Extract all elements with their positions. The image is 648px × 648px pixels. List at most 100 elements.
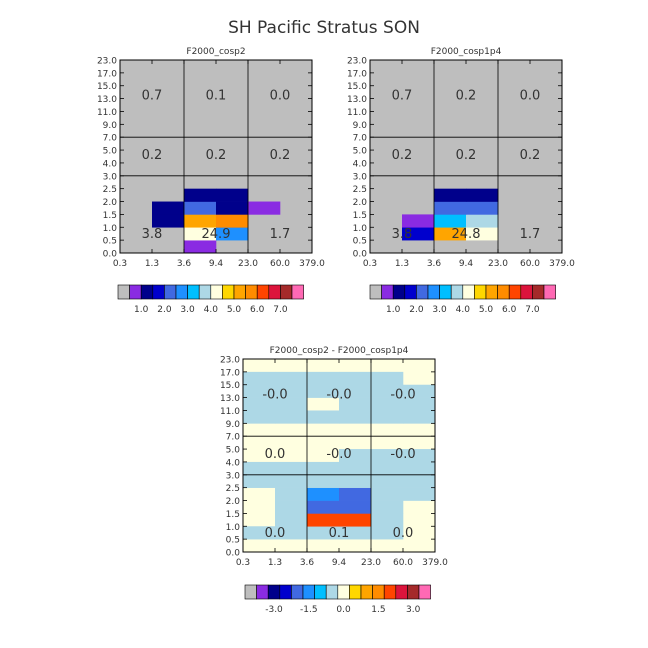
heatmap-cell — [275, 397, 308, 411]
colorbar-swatch — [392, 284, 406, 300]
colorbar-label: 1.0 — [134, 305, 149, 315]
colorbar-swatch — [372, 584, 385, 600]
colorbar-label: -3.0 — [265, 605, 283, 615]
heatmap-cell — [466, 227, 499, 241]
y-tick-label: 1.5 — [226, 510, 240, 520]
heatmap-cell — [466, 201, 499, 215]
colorbar-label: 3.0 — [406, 605, 421, 615]
heatmap-cell — [339, 526, 372, 540]
colorbar-swatch — [450, 284, 464, 300]
y-tick-label: 2.0 — [353, 198, 368, 208]
x-tick-label: 0.3 — [236, 558, 250, 568]
colorbar-swatch — [427, 284, 440, 300]
colorbar-swatch — [267, 584, 281, 600]
heatmap-cell — [152, 214, 185, 228]
x-tick-label: 379.0 — [549, 259, 575, 269]
heatmap-cell — [339, 397, 372, 411]
panel-difference: F2000_cosp2 - F2000_cosp1p4 -0.0 -0.0 -0.0 0… — [220, 346, 448, 615]
heatmap-cell — [275, 371, 308, 386]
x-tick-label: 1.3 — [395, 259, 409, 269]
colorbar-swatch — [302, 584, 315, 600]
region-value-label: -0.0 — [390, 388, 415, 403]
region-value-label: 24.8 — [452, 227, 481, 242]
y-tick-label: 2.5 — [103, 185, 117, 195]
heatmap-cell — [339, 500, 372, 514]
heatmap-cell — [184, 214, 217, 228]
region-value-label: 0.1 — [329, 526, 350, 541]
heatmap-cell — [243, 526, 276, 540]
heatmap-cell — [275, 474, 308, 488]
y-tick-label: 7.0 — [103, 134, 118, 144]
colorbar-label: 1.5 — [371, 605, 385, 615]
colorbar-swatch — [395, 584, 408, 600]
heatmap-cell — [275, 526, 308, 540]
colorbar-swatch — [140, 284, 154, 300]
y-tick-label: 2.0 — [103, 198, 118, 208]
colorbar-label: -1.5 — [300, 605, 318, 615]
colorbar-label: 1.0 — [386, 305, 401, 315]
heatmap-cell — [371, 474, 404, 488]
x-tick-label: 3.6 — [427, 259, 442, 269]
heatmap-cell — [371, 449, 404, 463]
x-tick-label: 23.0 — [361, 558, 381, 568]
y-tick-label: 1.0 — [226, 523, 241, 533]
colorbar-swatch — [497, 284, 510, 300]
y-tick-label: 0.0 — [353, 250, 368, 260]
x-tick-label: 60.0 — [270, 259, 290, 269]
colorbar-label: 4.0 — [204, 305, 219, 315]
y-tick-label: 17.0 — [97, 69, 117, 79]
region-value-label: -0.0 — [326, 388, 351, 403]
y-tick-label: 2.5 — [226, 484, 240, 494]
region-value-label: 0.2 — [520, 148, 541, 163]
heatmap-cell — [275, 461, 308, 476]
heatmap-cell — [339, 474, 372, 488]
colorbar-swatch — [175, 284, 188, 300]
colorbar-swatch — [508, 284, 522, 300]
colorbar-swatch — [381, 284, 394, 300]
heatmap-cell — [275, 410, 308, 424]
colorbar-swatch — [244, 584, 257, 600]
colorbar-swatch — [210, 284, 223, 300]
x-tick-label: 23.0 — [238, 259, 258, 269]
x-tick-label: 3.6 — [177, 259, 192, 269]
heatmap-cell — [434, 227, 467, 241]
y-tick-label: 13.0 — [97, 95, 117, 105]
heatmap-cell — [243, 461, 276, 476]
region-value-label: 0.0 — [520, 89, 541, 104]
y-tick-label: 1.0 — [353, 224, 368, 234]
colorbar-swatch — [152, 284, 165, 300]
panel-f2000-cosp1p4: F2000_cosp1p4 0.7 0.2 0.0 0.2 0.2 0.2 3.8 24.8 1.… — [347, 47, 575, 315]
colorbar-swatch — [360, 584, 373, 600]
colorbar-swatch — [416, 284, 429, 300]
colorbar-swatch — [418, 584, 431, 600]
y-tick-label: 4.0 — [353, 159, 368, 169]
region-value-label: -0.0 — [262, 388, 287, 403]
colorbar-swatch — [520, 284, 533, 300]
region-value-label: 0.0 — [265, 447, 286, 462]
colorbar-swatch — [233, 284, 246, 300]
colorbar-swatch — [337, 584, 350, 600]
colorbar-swatch — [117, 284, 130, 300]
panel-title: F2000_cosp1p4 — [431, 47, 502, 57]
heatmap-cell — [339, 384, 372, 398]
y-tick-label: 9.0 — [353, 121, 368, 131]
heatmap-cell — [275, 513, 308, 527]
region-value-label: 1.7 — [520, 227, 541, 242]
heatmap-cell — [184, 188, 217, 202]
heatmap-cell — [402, 227, 435, 241]
x-tick-label: 60.0 — [520, 259, 540, 269]
colorbar-label: 7.0 — [273, 305, 288, 315]
colorbar-swatch — [291, 584, 304, 600]
colorbar-swatch — [129, 284, 142, 300]
colorbar-swatch — [314, 584, 327, 600]
region-value-label: 0.1 — [206, 89, 227, 104]
colorbar-label: 5.0 — [227, 305, 242, 315]
heatmap-cell — [307, 371, 340, 386]
colorbar-swatch — [485, 284, 498, 300]
region-value-label: 0.2 — [392, 148, 413, 163]
region-value-label: 0.2 — [270, 148, 291, 163]
heatmap-cell — [339, 487, 372, 501]
colorbar-swatch — [268, 284, 281, 300]
